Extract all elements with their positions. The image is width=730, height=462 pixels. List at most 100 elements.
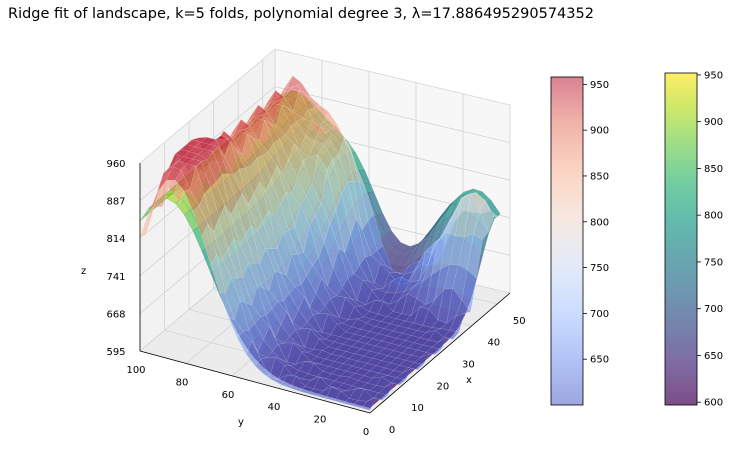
- surface-patch: [320, 124, 336, 139]
- axes-lines: [139, 163, 511, 414]
- colorbar-viridis-frame: [664, 72, 698, 406]
- surface-patch: [250, 158, 266, 192]
- surface-patch: [297, 159, 313, 196]
- surface-patch: [269, 356, 285, 380]
- z-tick-label: 887: [106, 197, 125, 208]
- surface-patch: [389, 291, 405, 305]
- surface-patch: [467, 233, 483, 279]
- colorbar-viridis-fill: [665, 73, 697, 405]
- surface-patch: [268, 210, 284, 250]
- surface-patch: [312, 313, 329, 333]
- x-tick-label: 10: [411, 403, 424, 414]
- surface-patch: [322, 366, 338, 374]
- surface-patch: [218, 147, 234, 175]
- surface-patch: [289, 286, 305, 311]
- landscape-surface: [139, 75, 501, 411]
- surface-patch: [329, 124, 345, 156]
- surface-patch: [307, 388, 324, 397]
- surface-patch: [166, 166, 182, 181]
- surface-patch: [157, 165, 173, 192]
- colorbar-coolwarm-frame: [550, 76, 584, 406]
- x-axis-label: x: [466, 375, 472, 386]
- y-axis-label: y: [238, 417, 244, 428]
- colorbar-tick-label: 750: [704, 257, 723, 268]
- colorbar-tick-label: 950: [590, 80, 609, 91]
- grid-line: [274, 86, 511, 143]
- colorbar-tick-label: 950: [704, 70, 723, 81]
- surface-patch: [286, 254, 302, 287]
- colorbar-viridis: 600 650 700 750 800 850 900 950: [664, 70, 723, 409]
- surface-patch: [354, 368, 371, 376]
- surface-patch: [377, 300, 394, 317]
- surface-patch: [319, 358, 335, 367]
- colorbar-tick-label: 700: [704, 304, 723, 315]
- surface-patch: [420, 352, 436, 358]
- surface-patch: [304, 296, 320, 316]
- surface-patch: [434, 205, 450, 231]
- surface-patch: [372, 372, 389, 379]
- colorbar-tick-label: 650: [704, 351, 723, 362]
- surface-patch: [317, 143, 333, 171]
- surface-patch: [437, 336, 453, 343]
- y-tick-label: 0: [363, 427, 369, 438]
- colorbar-tick-label: 600: [704, 398, 723, 409]
- colorbar-tick-label: 850: [704, 164, 723, 175]
- y-axis-line: [139, 350, 371, 414]
- surface-patch: [357, 336, 373, 344]
- surface-patch: [380, 234, 396, 253]
- surface-patch: [360, 343, 376, 352]
- colorbar-tick-label: 700: [590, 309, 609, 320]
- surface-patch: [397, 247, 414, 259]
- surface-patch: [389, 318, 406, 327]
- surface-patch: [325, 386, 341, 402]
- surface-patch: [289, 85, 306, 94]
- surface-patch: [336, 286, 352, 299]
- z-tick-label: 960: [106, 159, 125, 170]
- surface-patch: [331, 368, 347, 377]
- grid-line: [139, 48, 276, 164]
- surface-patch: [395, 276, 411, 294]
- z-tick-label: 595: [106, 347, 125, 358]
- surface-patch: [177, 156, 193, 165]
- surface-patch: [237, 331, 253, 355]
- x-tick-label: 20: [437, 381, 450, 392]
- surface-patch: [189, 146, 205, 155]
- surface-patch: [398, 287, 414, 301]
- x-tick-label: 40: [487, 338, 500, 349]
- colorbar-tick-label: 650: [590, 355, 609, 366]
- surface-patch: [378, 348, 394, 356]
- surface-patch: [380, 263, 396, 273]
- chart-title: Ridge fit of landscape, k=5 folds, polyn…: [8, 6, 594, 22]
- surface-patch: [216, 254, 232, 294]
- surface-patch: [189, 165, 205, 206]
- surface-patch: [351, 400, 368, 409]
- surface-patch: [284, 88, 300, 112]
- surface-patch: [366, 358, 383, 366]
- surface-patch: [259, 181, 275, 217]
- surface-patch: [207, 223, 223, 260]
- z-tick-label: 668: [106, 309, 125, 320]
- colorbar-tick-label: 900: [590, 126, 609, 137]
- y-tick-label: 40: [268, 402, 281, 413]
- surface-patch: [263, 374, 279, 381]
- z-tick-label: 741: [106, 272, 125, 283]
- z-tick-label: 814: [106, 234, 125, 245]
- surface-patch: [254, 358, 270, 377]
- surface-patch: [209, 139, 225, 157]
- surface-patch: [452, 264, 468, 301]
- colorbar-tick-label: 850: [590, 171, 609, 182]
- surface-patch: [287, 107, 303, 123]
- surface-patch: [303, 225, 319, 266]
- surface-patch: [318, 241, 334, 287]
- surface-patch: [425, 216, 441, 242]
- surface-patch: [440, 315, 457, 331]
- surface-patch: [301, 373, 318, 381]
- surface-patch: [227, 173, 243, 205]
- surface-patch: [207, 151, 223, 183]
- surface-patch: [192, 153, 208, 162]
- y-tick-label: 80: [176, 377, 189, 388]
- x-axis-line: [369, 292, 511, 414]
- surface-patch: [194, 141, 211, 150]
- y-tick-label: 60: [222, 390, 235, 401]
